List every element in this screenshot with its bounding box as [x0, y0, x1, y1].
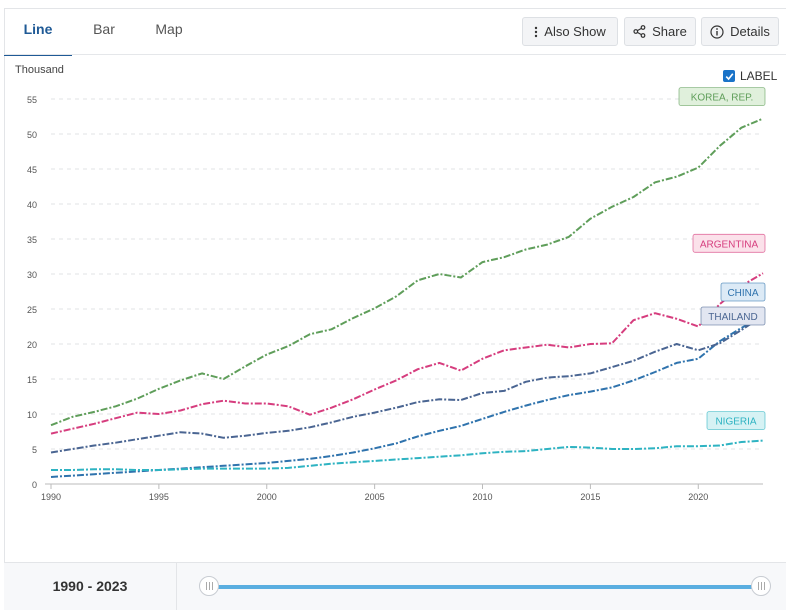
info-icon [710, 24, 724, 39]
y-tick-label: 20 [27, 340, 37, 350]
x-tick-label: 1995 [149, 492, 169, 502]
also-show-label: Also Show [544, 24, 606, 39]
range-end-handle[interactable] [751, 576, 771, 596]
series-label-box-thailand [700, 306, 766, 326]
tab-bar[interactable]: Bar [93, 21, 115, 37]
details-button[interactable]: Details [701, 17, 779, 46]
series-line-thailand [50, 315, 764, 454]
tab-line[interactable]: Line [4, 8, 72, 56]
time-range-bar: 1990 - 2023 [4, 562, 786, 610]
share-icon [633, 25, 646, 38]
x-tick-label: 2015 [580, 492, 600, 502]
series-line-china [50, 315, 764, 478]
y-tick-label: 15 [27, 375, 37, 385]
label-toggle-text: LABEL [740, 69, 778, 83]
range-label: 1990 - 2023 [4, 563, 176, 610]
range-end: 2023 [96, 578, 128, 594]
series-label-thailand: THAILAND [708, 312, 757, 323]
series-label-box-argentina [692, 233, 766, 253]
series-line-nigeria [51, 439, 764, 471]
series-line-argentina [50, 272, 764, 435]
x-tick-label: 1990 [41, 492, 61, 502]
tab-divider [4, 54, 786, 55]
y-axis-unit-label: Thousand [15, 64, 64, 76]
range-slider-track[interactable] [209, 585, 761, 589]
series-label-korea-rep: KOREA, REP. [691, 93, 754, 104]
y-tick-label: 55 [27, 95, 37, 105]
series-label-box-korea-rep [678, 87, 766, 106]
line-chart: 0 5 10 15 20 25 30 35 40 45 50 55 1990 1995 2000 2005 20… [27, 87, 766, 502]
y-tick-label: 10 [27, 410, 37, 420]
y-tick-label: 35 [27, 235, 37, 245]
tab-map[interactable]: Map [155, 21, 183, 37]
range-start-handle[interactable] [199, 576, 219, 596]
y-tick-label: 25 [27, 305, 37, 315]
series-label-nigeria: NIGERIA [715, 417, 756, 428]
series-label-argentina: ARGENTINA [700, 239, 759, 250]
details-label: Details [730, 24, 770, 39]
y-tick-label: 50 [27, 130, 37, 140]
also-show-button[interactable]: Also Show [522, 17, 618, 46]
y-tick-label: 5 [32, 445, 37, 455]
y-tick-label: 30 [27, 270, 37, 280]
series-label-china: CHINA [727, 288, 758, 299]
y-tick-label: 40 [27, 200, 37, 210]
series-label-box-china [720, 282, 766, 302]
x-tick-label: 2020 [688, 492, 708, 502]
share-label: Share [652, 24, 687, 39]
y-tick-label: 0 [32, 480, 37, 490]
x-tick-label: 2010 [472, 492, 492, 502]
x-tick-label: 2000 [257, 492, 277, 502]
more-vertical-icon [534, 26, 538, 38]
share-button[interactable]: Share [624, 17, 696, 46]
range-start: 1990 [52, 578, 84, 594]
label-toggle[interactable]: LABEL [723, 69, 777, 83]
series-line-korea-rep [50, 117, 764, 427]
grip-icon [757, 582, 765, 590]
x-tick-label: 2005 [365, 492, 385, 502]
series-label-box-nigeria [706, 411, 766, 431]
label-checkbox[interactable] [723, 70, 735, 82]
range-divider [176, 563, 177, 610]
range-separator: - [87, 578, 93, 594]
grip-icon [205, 582, 213, 590]
y-tick-label: 45 [27, 165, 37, 175]
